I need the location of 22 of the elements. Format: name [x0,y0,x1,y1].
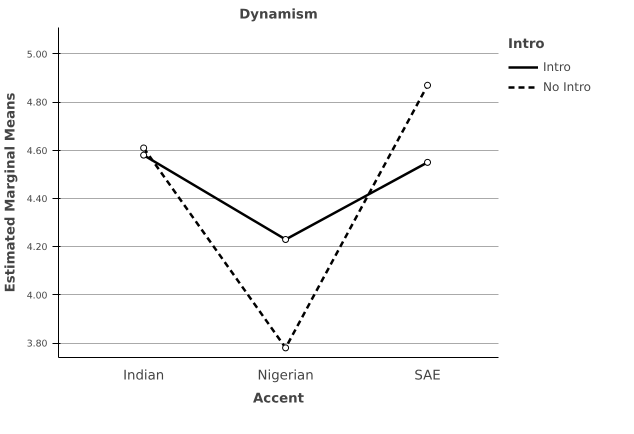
legend-title: Intro [508,37,546,52]
y-tick-label: 4.60 [26,146,48,157]
point [424,158,432,166]
y-tick-label: 4.00 [26,290,48,302]
y-tick-label: 3.80 [26,338,48,350]
y-tick-label: 4.20 [26,242,48,254]
x-tick-label: Indian [123,368,164,384]
chart-title: Dynamism [239,8,318,22]
legend-label: Intro [543,60,571,74]
x-axis-title: Accent [252,392,305,406]
point [282,344,290,352]
point [282,236,290,243]
y-tick-label: 4.40 [26,194,48,206]
y-tick-label: 4.80 [26,98,48,109]
x-tick-label: Nigerian [258,368,314,384]
x-tick-label: SAE [414,368,441,384]
point [140,152,148,159]
legend-label: No Intro [543,80,591,94]
y-tick-label: 5.00 [26,49,48,60]
point [140,144,148,152]
y-axis-title: Estimated Marginal Means [4,92,19,292]
point [424,82,432,89]
